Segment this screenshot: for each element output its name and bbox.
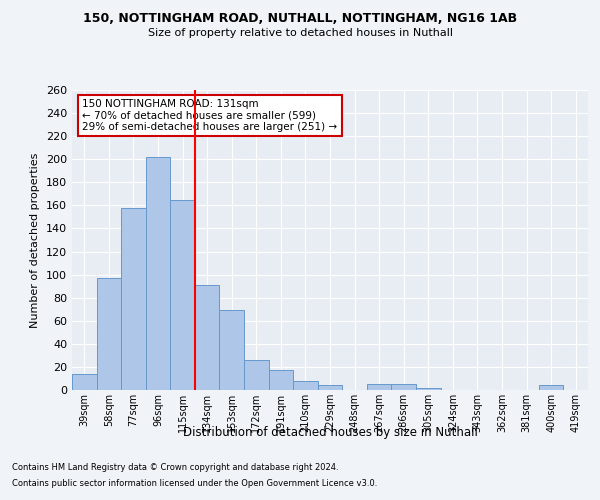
Text: Contains public sector information licensed under the Open Government Licence v3: Contains public sector information licen… — [12, 478, 377, 488]
Bar — [170, 200, 195, 390]
Y-axis label: Number of detached properties: Number of detached properties — [31, 152, 40, 328]
Bar — [121, 208, 146, 390]
Bar — [146, 157, 170, 390]
Bar — [293, 381, 318, 390]
Bar — [97, 278, 121, 390]
Bar — [367, 384, 391, 390]
Text: Distribution of detached houses by size in Nuthall: Distribution of detached houses by size … — [182, 426, 478, 439]
Bar — [416, 388, 440, 390]
Text: 150, NOTTINGHAM ROAD, NUTHALL, NOTTINGHAM, NG16 1AB: 150, NOTTINGHAM ROAD, NUTHALL, NOTTINGHA… — [83, 12, 517, 26]
Text: Contains HM Land Registry data © Crown copyright and database right 2024.: Contains HM Land Registry data © Crown c… — [12, 464, 338, 472]
Bar — [269, 370, 293, 390]
Bar — [244, 360, 269, 390]
Bar — [72, 374, 97, 390]
Bar — [195, 285, 220, 390]
Text: Size of property relative to detached houses in Nuthall: Size of property relative to detached ho… — [148, 28, 452, 38]
Bar — [318, 386, 342, 390]
Text: 150 NOTTINGHAM ROAD: 131sqm
← 70% of detached houses are smaller (599)
29% of se: 150 NOTTINGHAM ROAD: 131sqm ← 70% of det… — [82, 99, 337, 132]
Bar — [220, 310, 244, 390]
Bar — [391, 384, 416, 390]
Bar — [539, 386, 563, 390]
